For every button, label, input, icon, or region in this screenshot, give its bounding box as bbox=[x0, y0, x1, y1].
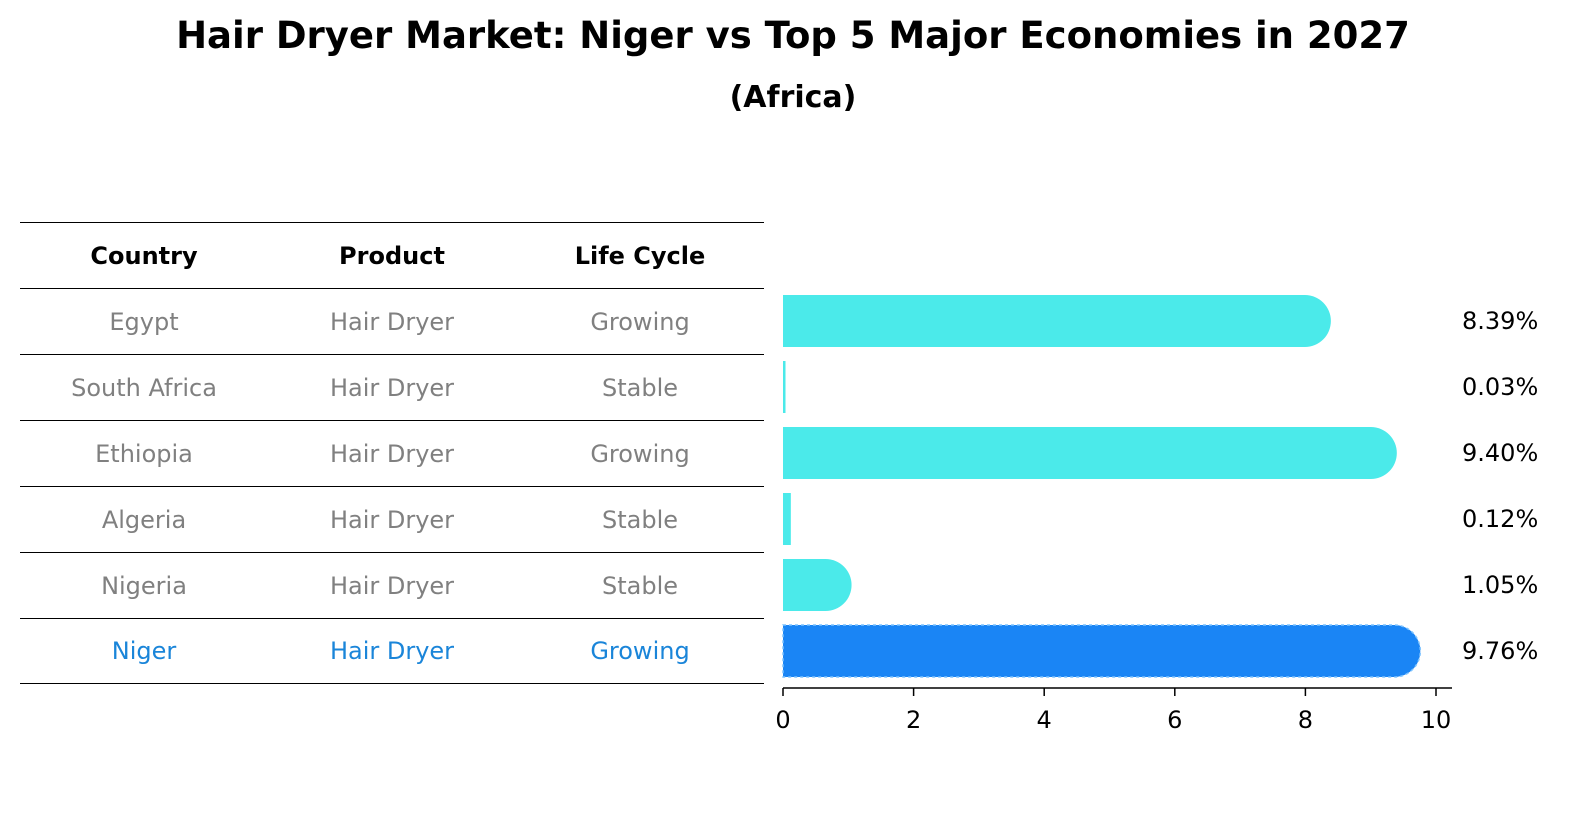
table-row: Nigeria Hair Dryer Stable bbox=[20, 552, 764, 618]
header-life-cycle: Life Cycle bbox=[574, 241, 706, 270]
cell-life-cycle: Growing bbox=[590, 307, 690, 336]
x-tick-label: 4 bbox=[1037, 706, 1052, 734]
bar-value-label: 0.12% bbox=[1462, 505, 1538, 533]
bar-value-label: 0.03% bbox=[1462, 373, 1538, 401]
header-product: Product bbox=[339, 241, 445, 270]
table-row-highlight: Niger Hair Dryer Growing bbox=[20, 618, 764, 684]
table-header-row: Country Product Life Cycle bbox=[20, 222, 764, 288]
bar-nigeria bbox=[783, 559, 852, 611]
cell-product: Hair Dryer bbox=[329, 373, 455, 402]
table-row: Algeria Hair Dryer Stable bbox=[20, 486, 764, 552]
cell-product: Hair Dryer bbox=[329, 637, 455, 665]
bar-value-label: 1.05% bbox=[1462, 571, 1538, 599]
cell-life-cycle: Growing bbox=[590, 439, 690, 468]
bar-ethiopia bbox=[783, 427, 1397, 479]
cell-country: Nigeria bbox=[101, 571, 187, 600]
chart-subtitle: (Africa) bbox=[729, 80, 857, 115]
x-tick-label: 8 bbox=[1298, 706, 1313, 734]
bar-highlight-outline bbox=[782, 624, 1422, 678]
x-tick-label: 10 bbox=[1421, 706, 1452, 734]
data-table: Country Product Life Cycle Egypt Hair Dr… bbox=[20, 222, 764, 684]
bar-value-label: 8.39% bbox=[1462, 307, 1538, 335]
cell-country: Egypt bbox=[109, 307, 179, 336]
cell-country: Niger bbox=[111, 637, 177, 665]
table-row: Egypt Hair Dryer Growing bbox=[20, 288, 764, 354]
x-tick-label: 0 bbox=[775, 706, 790, 734]
cell-life-cycle: Stable bbox=[601, 373, 679, 402]
cell-life-cycle: Stable bbox=[601, 505, 679, 534]
cell-country: South Africa bbox=[71, 373, 217, 402]
bar-value-label: 9.76% bbox=[1462, 637, 1538, 665]
cell-product: Hair Dryer bbox=[329, 439, 455, 468]
cell-product: Hair Dryer bbox=[329, 505, 455, 534]
cell-country: Algeria bbox=[101, 505, 187, 534]
bar-egypt bbox=[783, 295, 1331, 347]
bar-value-label: 9.40% bbox=[1462, 439, 1538, 467]
cell-country: Ethiopia bbox=[95, 439, 193, 468]
bar-south-africa bbox=[783, 361, 786, 413]
header-country: Country bbox=[90, 241, 198, 270]
table-row: South Africa Hair Dryer Stable bbox=[20, 354, 764, 420]
cell-product: Hair Dryer bbox=[329, 571, 455, 600]
chart-title: Hair Dryer Market: Niger vs Top 5 Major … bbox=[176, 14, 1410, 57]
bar-algeria bbox=[783, 493, 791, 545]
table-row: Ethiopia Hair Dryer Growing bbox=[20, 420, 764, 486]
cell-product: Hair Dryer bbox=[329, 307, 455, 336]
x-tick-label: 2 bbox=[906, 706, 921, 734]
cell-life-cycle: Growing bbox=[590, 637, 690, 665]
x-tick-label: 6 bbox=[1167, 706, 1182, 734]
bar-niger bbox=[783, 625, 1421, 677]
cell-life-cycle: Stable bbox=[601, 571, 679, 600]
